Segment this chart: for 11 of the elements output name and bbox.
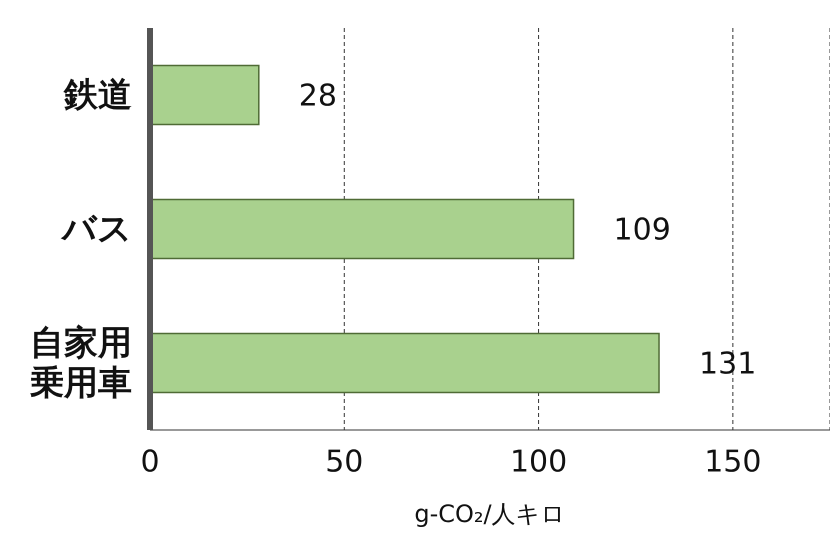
- data-label: 109: [614, 212, 671, 248]
- y-tick-label: バス: [60, 209, 132, 249]
- x-tick-label: 100: [510, 444, 568, 480]
- y-tick-label: 鉄道: [63, 75, 132, 115]
- data-label: 131: [699, 346, 756, 382]
- y-tick-label: 自家用乗用車: [30, 323, 132, 403]
- x-tick-label: 150: [704, 444, 762, 480]
- x-axis-title: g-CO₂/人キロ: [414, 500, 566, 528]
- data-label: 28: [298, 78, 337, 114]
- x-tick-label: 50: [325, 444, 364, 480]
- x-tick-label: 0: [140, 444, 160, 480]
